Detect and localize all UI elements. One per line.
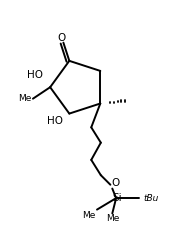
- Text: HO: HO: [28, 70, 43, 80]
- Text: tBu: tBu: [144, 194, 159, 203]
- Text: Si: Si: [112, 193, 122, 203]
- Text: O: O: [111, 178, 119, 188]
- Text: Me: Me: [107, 214, 120, 223]
- Text: O: O: [58, 33, 66, 43]
- Text: Me: Me: [82, 211, 95, 220]
- Text: Me: Me: [18, 94, 31, 103]
- Text: HO: HO: [47, 116, 63, 126]
